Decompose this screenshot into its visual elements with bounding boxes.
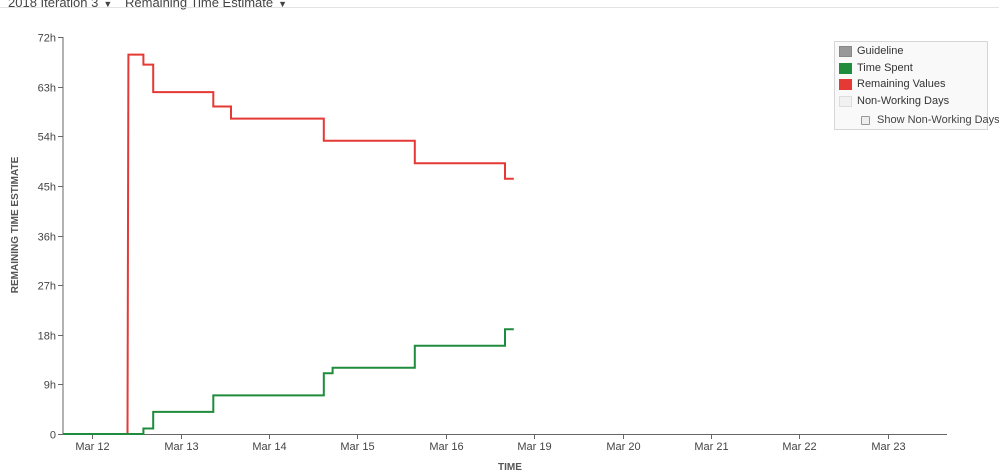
chart-legend: Guideline Time Spent Remaining Values No…: [834, 41, 999, 130]
legend-label: Remaining Values: [857, 78, 946, 90]
series-line-remaining-values: [63, 53, 514, 435]
y-tick-label: 0: [50, 430, 56, 442]
chevron-down-icon: ▼: [278, 0, 288, 9]
y-tick-label: 9h: [44, 380, 56, 392]
x-tick-label: Mar 14: [252, 441, 286, 453]
report-type-dropdown-label: Remaining Time Estimate: [125, 0, 274, 10]
y-tick-label: 54h: [38, 132, 56, 144]
report-toolbar: 2018 Iteration 3 ▼ Remaining Time Estimat…: [0, 0, 999, 16]
iteration-dropdown-label: 2018 Iteration 3: [8, 0, 99, 10]
x-tick-label: Mar 21: [694, 441, 728, 453]
y-tick-label: 63h: [38, 83, 56, 95]
legend-item-remaining-values[interactable]: Remaining Values: [839, 77, 945, 91]
x-tick-label: Mar 16: [429, 441, 463, 453]
toolbar-divider: [0, 7, 999, 8]
y-tick-label: 36h: [38, 232, 56, 244]
x-tick-label: Mar 23: [871, 441, 905, 453]
checkbox-icon[interactable]: [861, 115, 870, 125]
y-axis-title: REMAINING TIME ESTIMATE: [10, 156, 21, 293]
x-tick-label: Mar 15: [340, 441, 374, 453]
legend-swatch: [839, 45, 852, 57]
y-tick-label: 72h: [38, 33, 56, 45]
y-axis: 0 9h 18h 27h 36h 45h 54h 63h 72h: [38, 33, 64, 442]
x-tick-label: Mar 19: [517, 441, 551, 453]
show-non-working-days-toggle[interactable]: Show Non-Working Days: [861, 114, 999, 126]
x-axis: Mar 12 Mar 13 Mar 14 Mar 15 Mar 16 Mar 19 Mar …: [63, 434, 947, 453]
legend-swatch: [839, 95, 852, 107]
y-tick-label: 18h: [38, 331, 56, 343]
checkbox-label: Show Non-Working Days: [877, 114, 999, 126]
chevron-down-icon: ▼: [103, 0, 113, 9]
x-tick-label: Mar 12: [75, 441, 109, 453]
legend-swatch: [839, 78, 852, 90]
legend-item-non-working-days[interactable]: Non-Working Days: [839, 94, 949, 108]
chart-series: [63, 53, 514, 435]
legend-swatch: [839, 62, 852, 74]
legend-label: Guideline: [857, 45, 904, 57]
iteration-dropdown[interactable]: 2018 Iteration 3 ▼: [8, 0, 112, 10]
legend-label: Non-Working Days: [857, 95, 950, 107]
legend-item-guideline[interactable]: Guideline: [839, 44, 903, 58]
series-line-time-spent: [63, 328, 514, 435]
x-axis-title: TIME: [498, 462, 522, 473]
y-tick-label: 45h: [38, 182, 56, 194]
legend-item-time-spent[interactable]: Time Spent: [839, 61, 913, 75]
x-tick-label: Mar 13: [164, 441, 198, 453]
x-tick-label: Mar 22: [782, 441, 816, 453]
report-type-dropdown[interactable]: Remaining Time Estimate ▼: [125, 0, 287, 10]
legend-label: Time Spent: [857, 62, 913, 74]
x-tick-label: Mar 20: [606, 441, 640, 453]
y-tick-label: 27h: [38, 281, 56, 293]
